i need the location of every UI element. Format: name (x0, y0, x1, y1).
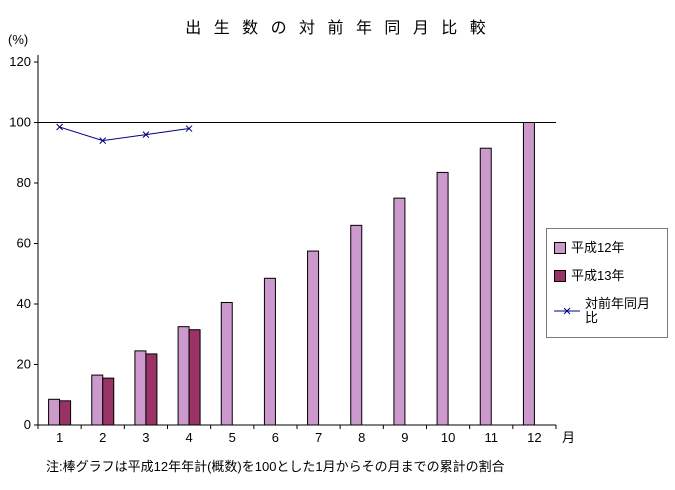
legend-label-h12: 平成12年 (571, 240, 625, 255)
legend-item-ratio-line: 対前年同月比 (554, 297, 660, 325)
y-tick-label: 80 (17, 175, 31, 190)
y-axis-ticks: 0 20 40 60 80 100 120 (9, 54, 38, 432)
x-axis-labels: 1 2 3 4 5 6 7 8 9 10 11 12 (37, 425, 557, 445)
bar (263, 277, 276, 426)
bar (307, 250, 320, 426)
y-tick-label: 20 (17, 357, 31, 372)
footnote: 注:棒グラフは平成12年年計(概数)を100とした1月からその月までの累計の割合 (46, 459, 505, 474)
bar (102, 377, 115, 426)
x-tick-label: 6 (272, 430, 279, 445)
bar (134, 350, 147, 426)
x-tick-label: 10 (441, 430, 455, 445)
bar (91, 374, 104, 426)
legend-line-swatch (554, 305, 580, 317)
bar (522, 122, 535, 426)
bar (436, 171, 449, 426)
x-tick-label: 9 (401, 430, 408, 445)
x-tick-label: 7 (315, 430, 322, 445)
legend: 平成12年 平成13年 対前年同月比 (546, 228, 668, 338)
bar (145, 353, 158, 426)
bar (220, 301, 233, 426)
y-tick-label: 0 (24, 417, 31, 432)
legend-swatch-h12 (554, 242, 566, 254)
x-tick-label: 12 (527, 430, 541, 445)
x-tick-label: 1 (56, 430, 63, 445)
legend-item-heisei12: 平成12年 (554, 241, 660, 255)
legend-swatch-h13 (554, 270, 566, 282)
line-marker-icon (554, 307, 580, 315)
legend-label-ratio: 対前年同月比 (585, 296, 651, 325)
axes (37, 55, 556, 426)
legend-label-h13: 平成13年 (571, 268, 625, 283)
bar (393, 197, 406, 426)
x-tick-label: 5 (229, 430, 236, 445)
legend-item-heisei13: 平成13年 (554, 269, 660, 283)
bar (188, 329, 201, 426)
y-tick-label: 120 (9, 54, 31, 69)
bar (350, 224, 363, 426)
bar-series-1 (59, 329, 201, 426)
x-tick-label: 11 (485, 430, 499, 445)
x-tick-label: 3 (142, 430, 149, 445)
x-tick-label: 8 (358, 430, 365, 445)
y-tick-label: 100 (9, 115, 31, 130)
x-tick-label: 2 (99, 430, 106, 445)
bar (177, 326, 190, 426)
y-tick-label: 60 (17, 236, 31, 251)
x-tick-label: 4 (185, 430, 192, 445)
chart-title: 出 生 数 の 対 前 年 同 月 比 較 (185, 20, 490, 37)
y-tick-label: 40 (17, 296, 31, 311)
bar (59, 400, 72, 426)
x-axis-unit-label: 月 (562, 430, 575, 445)
bar-series-0 (48, 122, 535, 426)
line-series (56, 123, 193, 145)
bar (479, 147, 492, 426)
y-axis-unit-label: (%) (8, 32, 28, 47)
bar (48, 398, 61, 426)
